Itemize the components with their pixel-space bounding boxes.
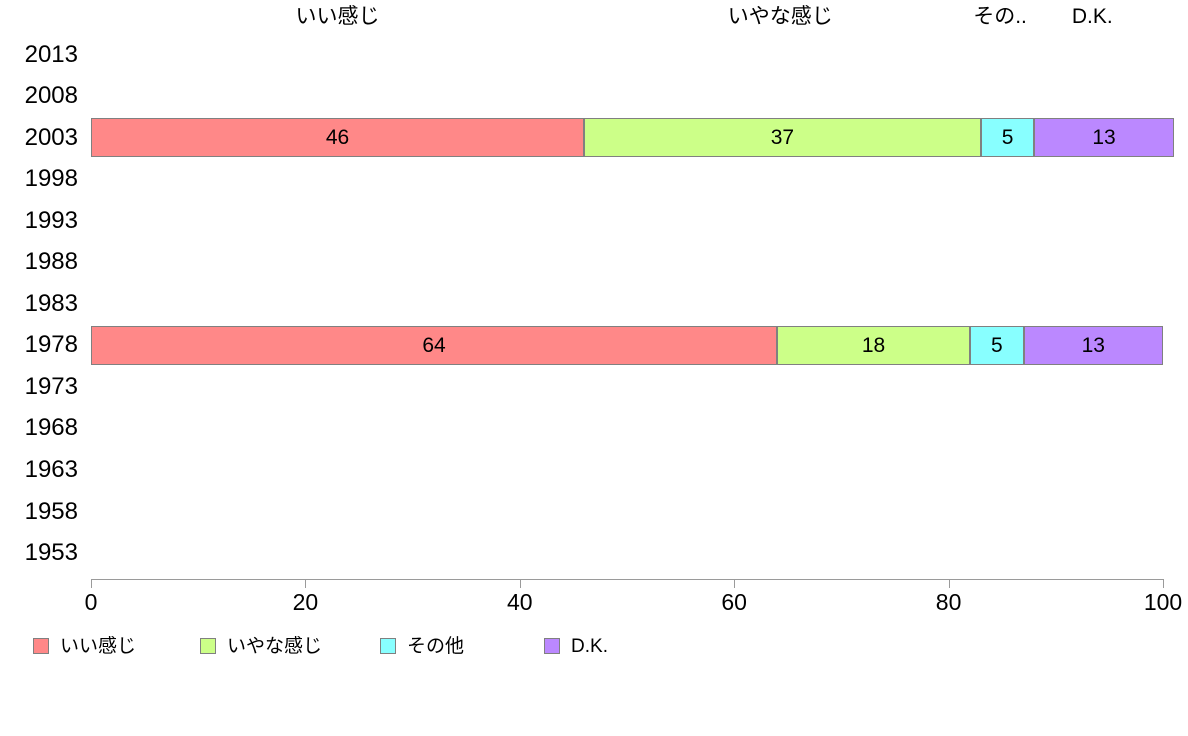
bar-value-label: 18: [861, 333, 886, 357]
column-header: いい感じ: [295, 5, 380, 28]
legend-item[interactable]: いやな感じ: [200, 637, 322, 656]
bar-row: 46 37 5 13: [91, 118, 1174, 158]
x-axis-tick: [91, 579, 92, 588]
legend-swatch-icon: [200, 638, 217, 654]
y-axis-tick-label: 1993: [24, 206, 78, 234]
x-axis-tick-label: 40: [507, 589, 533, 615]
bar-segment[interactable]: 46: [91, 118, 585, 158]
x-axis-tick-label: 0: [84, 589, 98, 615]
y-axis-tick-label: 2003: [24, 123, 78, 151]
bar-segment[interactable]: 5: [980, 118, 1035, 158]
bar-value-label: 13: [1081, 333, 1105, 357]
x-axis-tick-label: 80: [935, 589, 962, 615]
legend-item[interactable]: その他: [380, 637, 464, 656]
x-axis-tick: [1163, 579, 1164, 588]
x-axis-tick-label: 100: [1143, 589, 1183, 615]
legend-swatch-icon: [33, 638, 49, 654]
column-header: いやな感じ: [727, 5, 833, 28]
y-axis-tick-label: 1968: [24, 414, 78, 442]
bar-row: 64 18 5 13: [91, 325, 1163, 365]
bar-segment[interactable]: 37: [584, 118, 981, 158]
x-axis-tick: [948, 579, 950, 588]
legend-label: いやな感じ: [227, 635, 323, 657]
plot-area: 46 37 5 13 64 18 5 13: [91, 36, 1174, 579]
x-axis-tick: [305, 579, 307, 588]
legend-label: D.K.: [571, 635, 608, 657]
bar-value-label: 5: [1001, 126, 1014, 150]
legend-swatch-icon: [544, 638, 561, 654]
bar-segment[interactable]: 5: [970, 325, 1024, 365]
x-axis-tick: [734, 579, 736, 588]
y-axis-tick-label: 2013: [24, 40, 78, 68]
y-axis-tick-label: 1998: [24, 165, 78, 193]
column-headers: いい感じ いやな感じ その.. D.K.: [0, 0, 1188, 34]
y-axis-tick-label: 2008: [24, 82, 78, 110]
legend-label: いい感じ: [60, 635, 137, 657]
column-header: その..: [973, 5, 1027, 28]
y-axis-labels: 2013 2008 2003 1998 1993 1988 1983 1978 1973 1968…: [0, 0, 86, 600]
legend-item[interactable]: いい感じ: [33, 637, 136, 656]
legend-swatch-icon: [380, 638, 397, 654]
x-axis-tick: [519, 579, 521, 588]
legend-item[interactable]: D.K.: [544, 637, 608, 656]
y-axis-tick-label: 1963: [24, 456, 78, 483]
bar-value-label: 5: [990, 333, 1003, 357]
y-axis-tick-label: 1988: [24, 248, 78, 276]
x-axis-tick-label: 60: [721, 589, 747, 615]
y-axis-tick-label: 1978: [24, 331, 78, 359]
bar-segment[interactable]: 18: [777, 325, 971, 365]
bar-segment[interactable]: 13: [1034, 118, 1174, 158]
y-axis-tick-label: 1973: [24, 372, 78, 400]
column-header: D.K.: [1071, 5, 1113, 28]
bar-value-label: 64: [422, 333, 446, 357]
bar-value-label: 13: [1092, 126, 1116, 150]
bar-value-label: 46: [325, 126, 350, 150]
bar-value-label: 37: [770, 126, 795, 150]
x-axis-tick-label: 20: [292, 589, 319, 615]
y-axis-tick-label: 1983: [24, 289, 78, 317]
chart-legend: いい感じ いやな感じ その他 D.K.: [33, 632, 608, 660]
y-axis-tick-label: 1953: [24, 539, 78, 567]
x-axis: 0 20 40 60 80 100: [85, 579, 1182, 614]
legend-label: その他: [407, 635, 465, 657]
y-axis-tick-label: 1958: [24, 497, 78, 525]
bar-segment[interactable]: 13: [1023, 325, 1163, 365]
bar-segment[interactable]: 64: [91, 325, 778, 365]
